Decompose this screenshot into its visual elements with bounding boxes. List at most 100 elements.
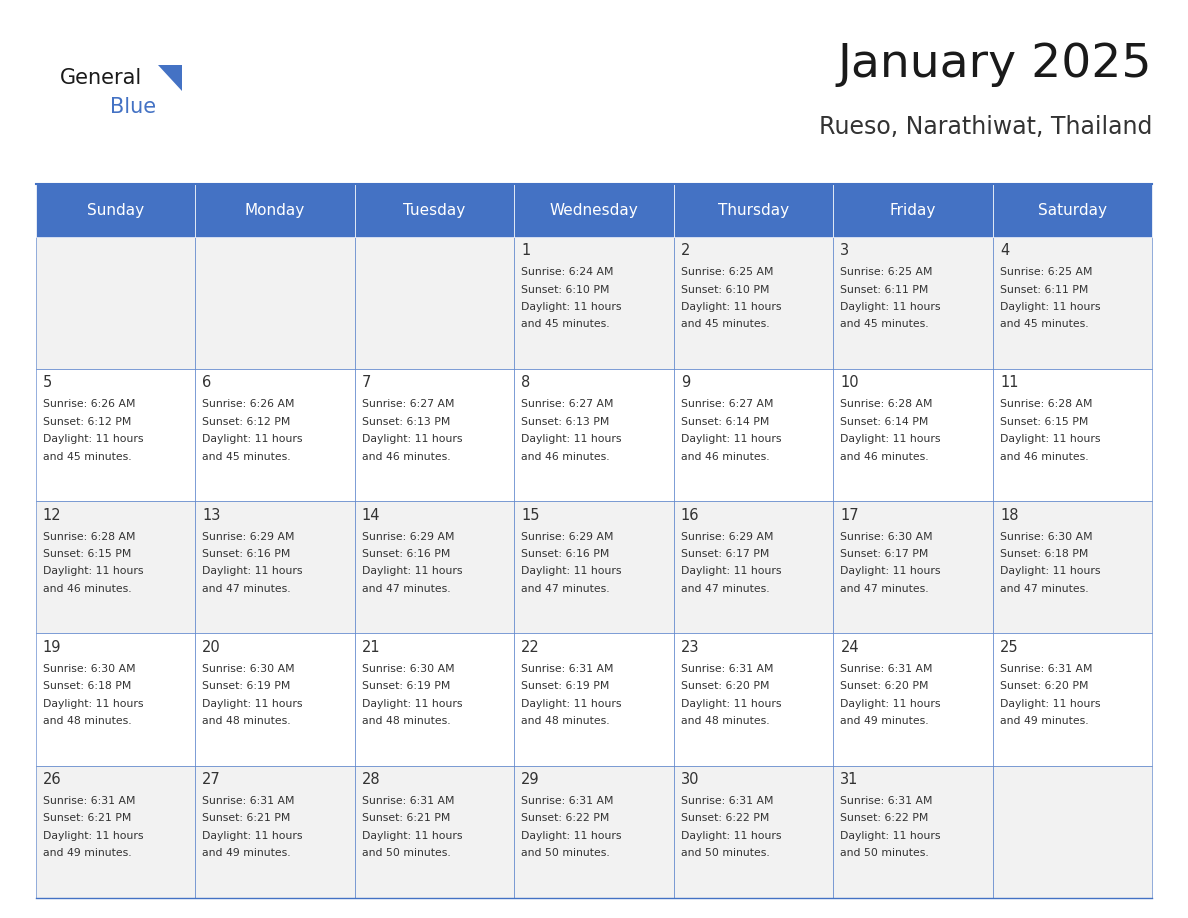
Text: and 45 minutes.: and 45 minutes. bbox=[522, 319, 609, 330]
Text: and 50 minutes.: and 50 minutes. bbox=[681, 848, 770, 858]
Bar bbox=[355, 633, 514, 766]
Bar bbox=[36, 369, 195, 501]
Text: Blue: Blue bbox=[110, 97, 157, 118]
Text: Sunset: 6:16 PM: Sunset: 6:16 PM bbox=[522, 549, 609, 559]
Text: Sunset: 6:11 PM: Sunset: 6:11 PM bbox=[1000, 285, 1088, 295]
Text: Daylight: 11 hours: Daylight: 11 hours bbox=[202, 831, 303, 841]
Text: Sunrise: 6:30 AM: Sunrise: 6:30 AM bbox=[43, 664, 135, 674]
Text: and 46 minutes.: and 46 minutes. bbox=[522, 452, 609, 462]
Bar bbox=[195, 633, 355, 766]
Text: Daylight: 11 hours: Daylight: 11 hours bbox=[362, 699, 462, 709]
Text: Sunset: 6:17 PM: Sunset: 6:17 PM bbox=[840, 549, 929, 559]
Text: and 48 minutes.: and 48 minutes. bbox=[43, 716, 132, 726]
Text: Sunset: 6:18 PM: Sunset: 6:18 PM bbox=[43, 681, 131, 691]
Text: Daylight: 11 hours: Daylight: 11 hours bbox=[202, 434, 303, 444]
Text: Sunrise: 6:31 AM: Sunrise: 6:31 AM bbox=[681, 664, 773, 674]
Text: 4: 4 bbox=[1000, 243, 1010, 258]
Text: Daylight: 11 hours: Daylight: 11 hours bbox=[681, 699, 782, 709]
Text: Daylight: 11 hours: Daylight: 11 hours bbox=[522, 434, 621, 444]
Text: Sunrise: 6:27 AM: Sunrise: 6:27 AM bbox=[362, 399, 454, 409]
Text: 7: 7 bbox=[362, 375, 371, 390]
Text: Sunset: 6:15 PM: Sunset: 6:15 PM bbox=[43, 549, 131, 559]
Text: 27: 27 bbox=[202, 772, 221, 787]
Text: 8: 8 bbox=[522, 375, 531, 390]
Bar bbox=[993, 633, 1152, 766]
Text: Daylight: 11 hours: Daylight: 11 hours bbox=[43, 434, 144, 444]
Text: Sunset: 6:18 PM: Sunset: 6:18 PM bbox=[1000, 549, 1088, 559]
Text: Sunset: 6:17 PM: Sunset: 6:17 PM bbox=[681, 549, 770, 559]
Text: Sunrise: 6:26 AM: Sunrise: 6:26 AM bbox=[202, 399, 295, 409]
Bar bbox=[674, 369, 833, 501]
Text: Daylight: 11 hours: Daylight: 11 hours bbox=[362, 434, 462, 444]
Text: Sunset: 6:22 PM: Sunset: 6:22 PM bbox=[522, 813, 609, 823]
Bar bbox=[195, 237, 355, 369]
Bar bbox=[355, 766, 514, 898]
Text: Sunrise: 6:30 AM: Sunrise: 6:30 AM bbox=[202, 664, 295, 674]
Bar bbox=[195, 369, 355, 501]
Text: 1: 1 bbox=[522, 243, 531, 258]
Text: 22: 22 bbox=[522, 640, 541, 655]
Text: and 49 minutes.: and 49 minutes. bbox=[840, 716, 929, 726]
Text: and 47 minutes.: and 47 minutes. bbox=[202, 584, 291, 594]
Text: 28: 28 bbox=[362, 772, 380, 787]
Text: and 47 minutes.: and 47 minutes. bbox=[681, 584, 770, 594]
Text: Daylight: 11 hours: Daylight: 11 hours bbox=[43, 566, 144, 577]
Text: Sunrise: 6:31 AM: Sunrise: 6:31 AM bbox=[362, 796, 454, 806]
Text: 13: 13 bbox=[202, 508, 221, 522]
Text: Daylight: 11 hours: Daylight: 11 hours bbox=[43, 699, 144, 709]
Text: Sunset: 6:19 PM: Sunset: 6:19 PM bbox=[202, 681, 291, 691]
Text: Sunset: 6:20 PM: Sunset: 6:20 PM bbox=[1000, 681, 1088, 691]
Text: Friday: Friday bbox=[890, 203, 936, 218]
Text: Daylight: 11 hours: Daylight: 11 hours bbox=[840, 831, 941, 841]
Text: 16: 16 bbox=[681, 508, 700, 522]
Bar bbox=[993, 184, 1152, 237]
Text: 5: 5 bbox=[43, 375, 52, 390]
Text: Daylight: 11 hours: Daylight: 11 hours bbox=[522, 302, 621, 312]
Text: 20: 20 bbox=[202, 640, 221, 655]
Text: Thursday: Thursday bbox=[718, 203, 789, 218]
Bar bbox=[993, 237, 1152, 369]
Bar bbox=[993, 369, 1152, 501]
Bar bbox=[674, 633, 833, 766]
Text: and 45 minutes.: and 45 minutes. bbox=[43, 452, 132, 462]
Bar bbox=[195, 184, 355, 237]
Text: 30: 30 bbox=[681, 772, 700, 787]
Text: 26: 26 bbox=[43, 772, 62, 787]
Text: January 2025: January 2025 bbox=[838, 41, 1152, 87]
Text: Saturday: Saturday bbox=[1038, 203, 1107, 218]
Text: Sunset: 6:20 PM: Sunset: 6:20 PM bbox=[840, 681, 929, 691]
Text: 25: 25 bbox=[1000, 640, 1018, 655]
Text: Sunset: 6:14 PM: Sunset: 6:14 PM bbox=[840, 417, 929, 427]
Text: Sunrise: 6:31 AM: Sunrise: 6:31 AM bbox=[840, 796, 933, 806]
Text: 6: 6 bbox=[202, 375, 211, 390]
Text: and 50 minutes.: and 50 minutes. bbox=[362, 848, 450, 858]
Text: Sunrise: 6:30 AM: Sunrise: 6:30 AM bbox=[840, 532, 933, 542]
Text: Daylight: 11 hours: Daylight: 11 hours bbox=[362, 831, 462, 841]
Bar bbox=[674, 237, 833, 369]
Text: Sunrise: 6:31 AM: Sunrise: 6:31 AM bbox=[522, 796, 614, 806]
Text: Daylight: 11 hours: Daylight: 11 hours bbox=[522, 699, 621, 709]
Bar bbox=[674, 766, 833, 898]
Bar bbox=[674, 501, 833, 633]
Text: Daylight: 11 hours: Daylight: 11 hours bbox=[1000, 434, 1100, 444]
Text: Sunset: 6:12 PM: Sunset: 6:12 PM bbox=[43, 417, 131, 427]
Text: Sunrise: 6:28 AM: Sunrise: 6:28 AM bbox=[43, 532, 135, 542]
Text: Sunset: 6:15 PM: Sunset: 6:15 PM bbox=[1000, 417, 1088, 427]
Text: Daylight: 11 hours: Daylight: 11 hours bbox=[1000, 699, 1100, 709]
Text: 9: 9 bbox=[681, 375, 690, 390]
Text: Sunset: 6:13 PM: Sunset: 6:13 PM bbox=[362, 417, 450, 427]
Bar bbox=[355, 237, 514, 369]
Text: and 49 minutes.: and 49 minutes. bbox=[1000, 716, 1088, 726]
Text: 17: 17 bbox=[840, 508, 859, 522]
Text: and 48 minutes.: and 48 minutes. bbox=[522, 716, 609, 726]
Text: Sunrise: 6:31 AM: Sunrise: 6:31 AM bbox=[202, 796, 295, 806]
Bar bbox=[514, 501, 674, 633]
Text: Daylight: 11 hours: Daylight: 11 hours bbox=[840, 302, 941, 312]
Text: Daylight: 11 hours: Daylight: 11 hours bbox=[43, 831, 144, 841]
Text: Daylight: 11 hours: Daylight: 11 hours bbox=[202, 699, 303, 709]
Text: Sunrise: 6:31 AM: Sunrise: 6:31 AM bbox=[840, 664, 933, 674]
Bar bbox=[993, 766, 1152, 898]
Text: 31: 31 bbox=[840, 772, 859, 787]
Text: Daylight: 11 hours: Daylight: 11 hours bbox=[522, 831, 621, 841]
Text: and 48 minutes.: and 48 minutes. bbox=[681, 716, 770, 726]
